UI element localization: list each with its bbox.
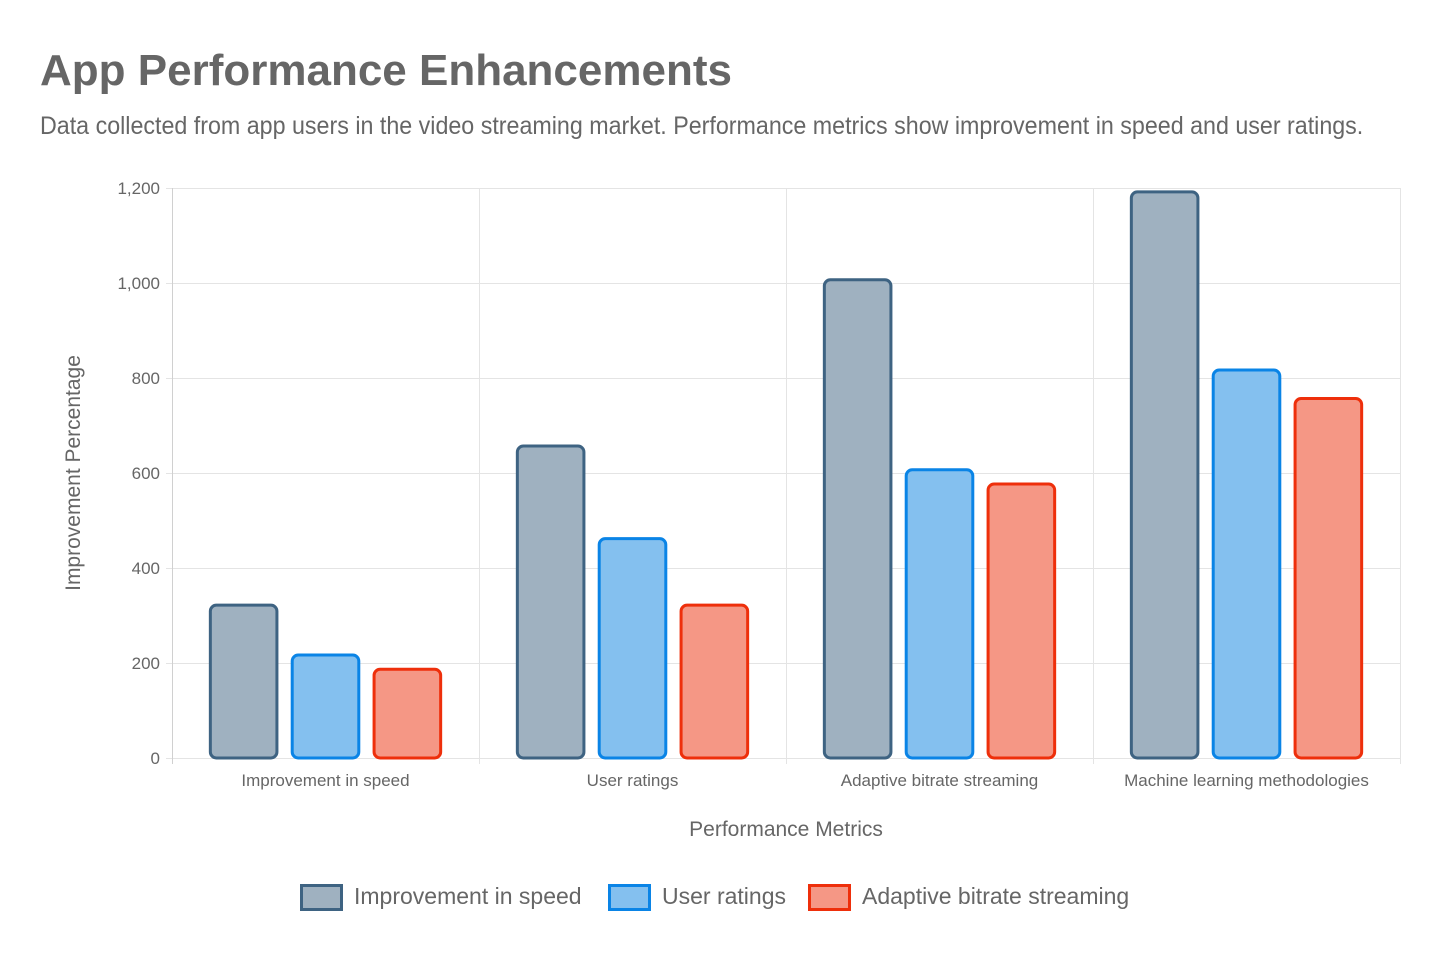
y-tick-label: 200 xyxy=(132,654,160,673)
legend-label: User ratings xyxy=(662,883,786,909)
bar xyxy=(1293,397,1364,760)
legend-swatch xyxy=(608,884,651,911)
bars xyxy=(208,190,1364,760)
y-tick-label: 1,000 xyxy=(117,274,160,293)
bar xyxy=(986,482,1057,760)
y-tick-label: 400 xyxy=(132,559,160,578)
legend-label: Improvement in speed xyxy=(354,883,582,909)
legend-swatch xyxy=(300,884,343,911)
bar xyxy=(1211,368,1282,760)
bar xyxy=(372,667,443,760)
bar xyxy=(1129,190,1200,760)
y-tick-label: 800 xyxy=(132,369,160,388)
legend-swatch xyxy=(808,884,851,911)
chart-title: App Performance Enhancements xyxy=(40,46,732,95)
legend: Improvement in speed User ratings Adaptive… xyxy=(300,883,1129,911)
bar xyxy=(290,653,361,760)
x-tick-label: User ratings xyxy=(587,771,679,790)
y-axis-title: Improvement Percentage xyxy=(62,355,85,591)
legend-label: Adaptive bitrate streaming xyxy=(862,883,1129,909)
chart-subtitle: Data collected from app users in the vid… xyxy=(40,112,1364,140)
x-tick-label: Machine learning methodologies xyxy=(1124,771,1369,790)
bar xyxy=(597,537,668,760)
bar xyxy=(679,603,750,760)
x-axis-ticks: Improvement in speed User ratings Adaptive… xyxy=(241,771,1368,790)
y-axis-ticks: 0 200 400 600 800 1,000 1,200 xyxy=(117,179,160,768)
bar xyxy=(822,278,893,760)
x-tick-label: Improvement in speed xyxy=(241,771,409,790)
bar xyxy=(208,603,279,760)
x-axis-title: Performance Metrics xyxy=(689,818,883,841)
y-tick-label: 0 xyxy=(151,749,160,768)
x-tick-label: Adaptive bitrate streaming xyxy=(841,771,1039,790)
y-tick-label: 1,200 xyxy=(117,179,160,198)
y-tick-label: 600 xyxy=(132,464,160,483)
bar xyxy=(515,444,586,760)
bar xyxy=(904,468,975,760)
